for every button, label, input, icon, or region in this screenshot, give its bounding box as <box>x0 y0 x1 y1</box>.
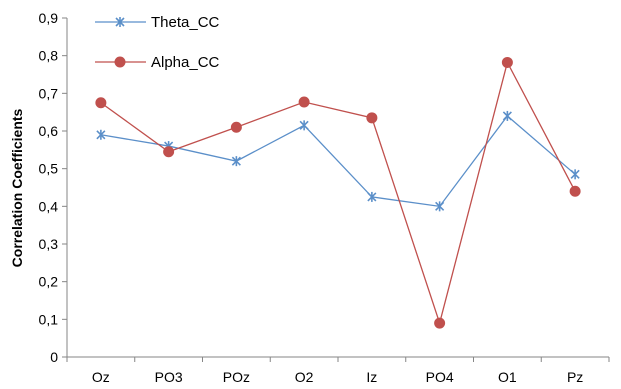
y-tick-label: 0,1 <box>39 311 59 327</box>
y-axis-title: Correlation Coefficients <box>9 108 25 267</box>
data-point <box>366 112 378 124</box>
y-tick-label: 0,3 <box>39 236 59 252</box>
data-point <box>96 129 106 140</box>
y-tick-label: 0,7 <box>39 85 59 101</box>
data-point <box>163 146 175 158</box>
x-tick-label: Iz <box>366 369 377 385</box>
x-tick-label: O1 <box>498 369 517 385</box>
y-tick-label: 0,8 <box>39 48 59 64</box>
x-tick-label: Pz <box>567 369 583 385</box>
data-point <box>299 120 309 131</box>
legend-item: Alpha_CC <box>95 54 220 71</box>
legend-marker <box>114 56 126 68</box>
x-tick-label: Oz <box>92 369 110 385</box>
x-tick-label: PO3 <box>155 369 183 385</box>
data-point <box>230 121 242 133</box>
series-layer <box>95 56 581 329</box>
data-point <box>502 110 512 121</box>
data-point <box>569 185 581 197</box>
series-alpha-cc <box>95 56 581 329</box>
y-tick-label: 0,5 <box>39 161 59 177</box>
y-tick-label: 0,9 <box>39 10 59 26</box>
y-tick-label: 0,6 <box>39 123 59 139</box>
legend-label: Theta_CC <box>151 14 220 31</box>
data-point <box>298 96 310 108</box>
data-point <box>231 156 241 167</box>
series-line <box>100 114 576 208</box>
data-point <box>434 317 446 329</box>
y-axis-ticks: 0 0,1 0,2 0,3 0,4 0,5 0,6 0,7 0,8 0,9 <box>39 10 67 365</box>
x-tick-label: O2 <box>295 369 314 385</box>
series-line <box>100 60 576 326</box>
data-point <box>435 201 445 212</box>
legend-item: Theta_CC <box>95 14 220 31</box>
data-point <box>570 169 580 180</box>
x-tick-label: POz <box>223 369 250 385</box>
data-point <box>367 191 377 202</box>
series-theta-cc <box>96 110 580 212</box>
legend-marker <box>115 17 125 27</box>
y-tick-label: 0,2 <box>39 274 59 290</box>
y-tick-label: 0 <box>50 349 58 365</box>
legend: Theta_CC Alpha_CC <box>95 14 220 71</box>
x-tick-label: PO4 <box>426 369 454 385</box>
x-axis-ticks: Oz PO3 POz O2 Iz PO4 O1 Pz <box>66 357 610 385</box>
legend-label: Alpha_CC <box>151 54 220 71</box>
data-point <box>501 56 513 68</box>
y-tick-label: 0,4 <box>39 198 59 214</box>
data-point <box>95 97 107 109</box>
